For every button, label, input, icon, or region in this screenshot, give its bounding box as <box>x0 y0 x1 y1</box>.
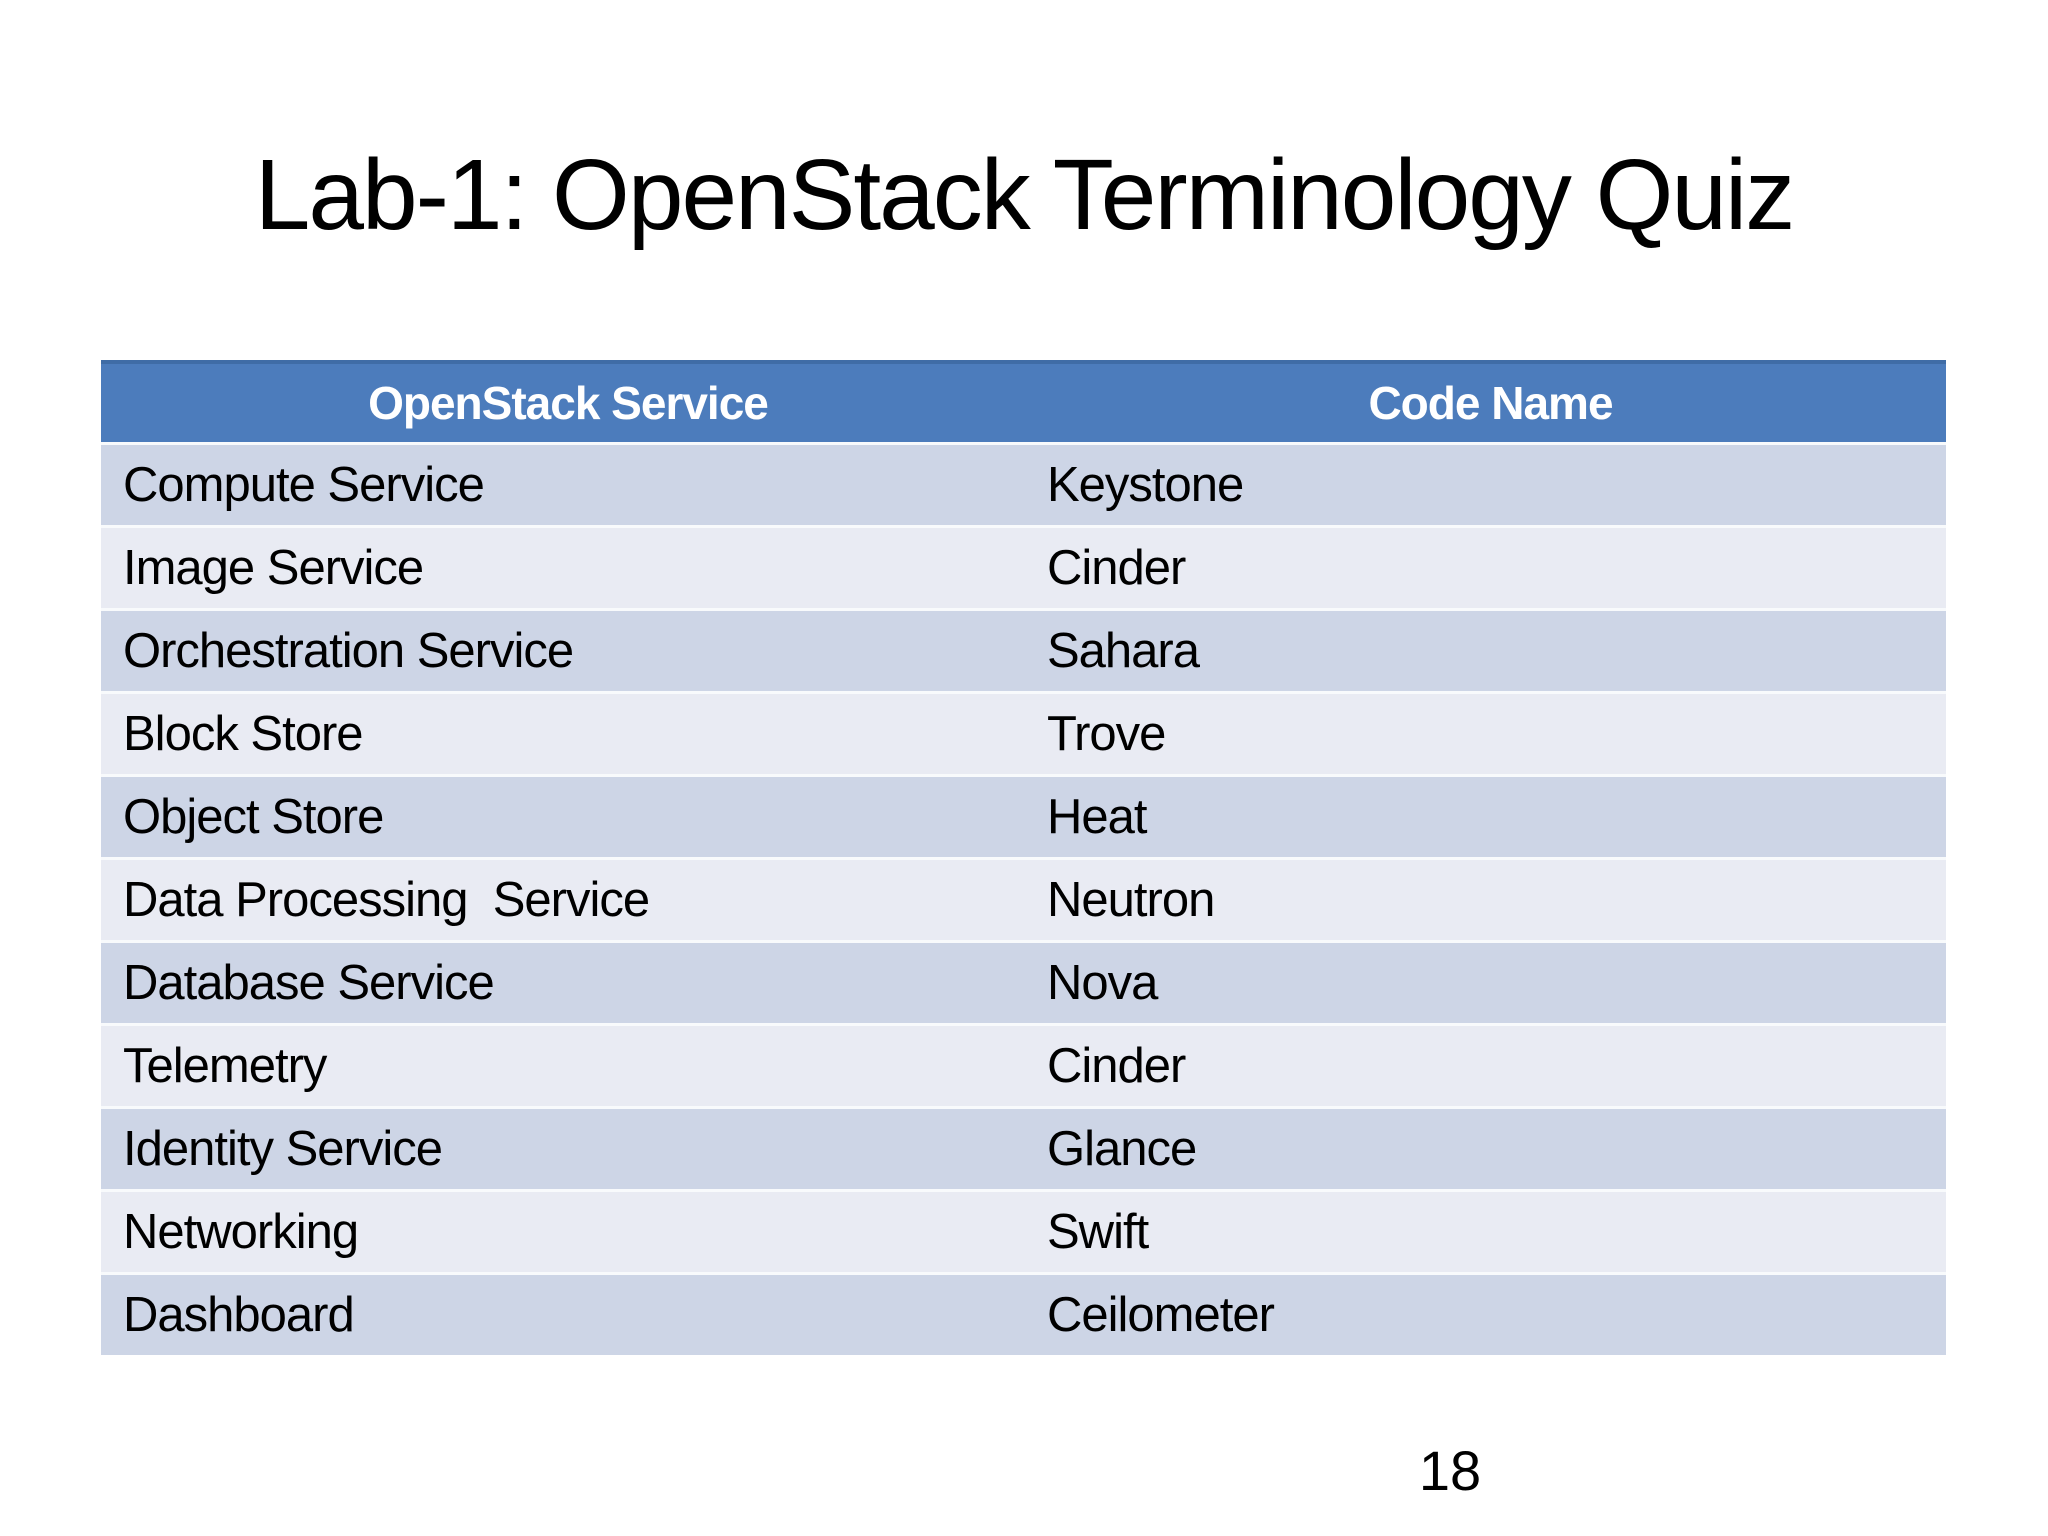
table-row: Object Store Heat <box>101 775 1946 859</box>
code-name-cell: Glance <box>1035 1107 1946 1191</box>
table-row: Dashboard Ceilometer <box>101 1273 1946 1355</box>
table-row: Telemetry Cinder <box>101 1024 1946 1108</box>
terminology-table: OpenStack Service Code Name Compute Serv… <box>101 360 1946 1355</box>
table-row: Database Service Nova <box>101 941 1946 1025</box>
service-cell: Telemetry <box>101 1024 1035 1108</box>
service-cell: Database Service <box>101 941 1035 1025</box>
service-cell: Networking <box>101 1190 1035 1274</box>
table-row: Data Processing Service Neutron <box>101 858 1946 942</box>
table-header-row: OpenStack Service Code Name <box>101 360 1946 444</box>
table-row: Compute Service Keystone <box>101 443 1946 527</box>
table-row: Block Store Trove <box>101 692 1946 776</box>
service-cell: Identity Service <box>101 1107 1035 1191</box>
service-cell: Orchestration Service <box>101 609 1035 693</box>
code-name-cell: Heat <box>1035 775 1946 859</box>
code-name-cell: Trove <box>1035 692 1946 776</box>
table-row: Identity Service Glance <box>101 1107 1946 1191</box>
table-row: Orchestration Service Sahara <box>101 609 1946 693</box>
service-cell: Object Store <box>101 775 1035 859</box>
table-row: Networking Swift <box>101 1190 1946 1274</box>
service-cell: Data Processing Service <box>101 858 1035 942</box>
service-cell: Dashboard <box>101 1273 1035 1355</box>
slide-title: Lab-1: OpenStack Terminology Quiz <box>254 139 1796 251</box>
code-name-cell: Cinder <box>1035 526 1946 610</box>
code-name-cell: Nova <box>1035 941 1946 1025</box>
code-name-cell: Swift <box>1035 1190 1946 1274</box>
table-row: Image Service Cinder <box>101 526 1946 610</box>
service-cell: Block Store <box>101 692 1035 776</box>
service-cell: Image Service <box>101 526 1035 610</box>
column-header-openstack-service: OpenStack Service <box>101 360 1035 444</box>
page-number: 18 <box>1418 1439 1482 1502</box>
code-name-cell: Cinder <box>1035 1024 1946 1108</box>
service-cell: Compute Service <box>101 443 1035 527</box>
code-name-cell: Keystone <box>1035 443 1946 527</box>
code-name-cell: Neutron <box>1035 858 1946 942</box>
code-name-cell: Ceilometer <box>1035 1273 1946 1355</box>
column-header-code-name: Code Name <box>1035 360 1946 444</box>
code-name-cell: Sahara <box>1035 609 1946 693</box>
